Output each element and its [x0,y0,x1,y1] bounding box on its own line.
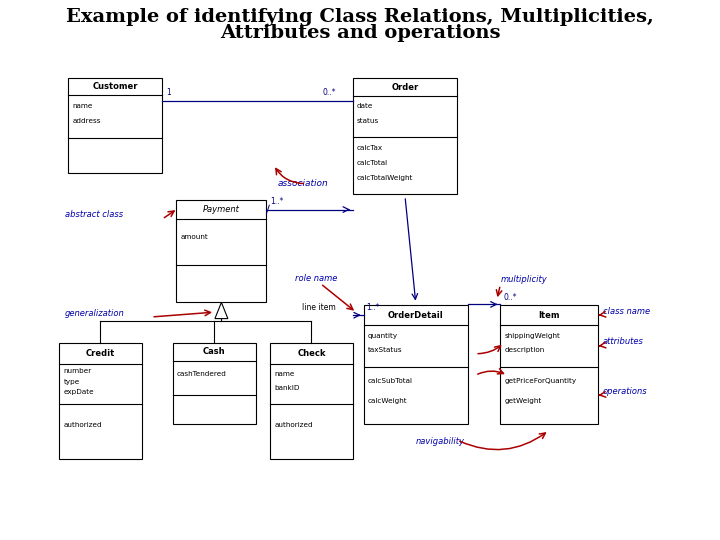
Text: calcSubTotal: calcSubTotal [368,378,413,384]
Bar [270,343,353,459]
Text: Credit: Credit [86,349,115,358]
Text: number: number [63,368,91,374]
Text: description: description [505,347,545,354]
Text: calcTotalWeight: calcTotalWeight [357,175,413,181]
Text: taxStatus: taxStatus [368,347,402,354]
Bar [176,200,266,302]
Text: calcTotal: calcTotal [357,160,388,166]
Bar [500,305,598,424]
Text: Customer: Customer [92,82,138,91]
Text: cashTendered: cashTendered [177,371,227,377]
Text: operations: operations [603,387,647,396]
Text: name: name [73,103,93,109]
Bar [353,78,457,194]
Text: line item: line item [302,303,336,312]
Bar [173,343,256,424]
Bar [364,305,468,424]
Text: getPriceForQuantity: getPriceForQuantity [505,378,577,384]
Text: OrderDetail: OrderDetail [388,310,444,320]
Text: bankID: bankID [274,385,300,391]
Text: authorized: authorized [274,422,313,428]
Text: name: name [274,371,294,377]
Text: class name: class name [603,307,649,315]
Text: Payment: Payment [203,205,240,214]
Text: role name: role name [295,274,338,283]
Text: Cash: Cash [203,347,225,356]
Bar [59,343,142,459]
Text: abstract class: abstract class [65,210,123,219]
Text: Check: Check [297,349,325,358]
Text: attributes: attributes [603,338,644,346]
Text: multiplicity: multiplicity [500,275,547,285]
Text: 1: 1 [166,89,171,97]
Text: status: status [357,118,379,124]
Text: generalization: generalization [65,309,125,318]
Text: type: type [63,379,80,384]
Text: Order: Order [392,83,418,91]
Text: Example of identifying Class Relations, Multiplicities,: Example of identifying Class Relations, … [66,8,654,26]
Text: 1..*: 1..* [270,197,284,206]
Text: amount: amount [181,234,209,240]
Text: authorized: authorized [63,422,102,428]
Text: association: association [277,179,328,188]
Text: calcTax: calcTax [357,145,383,151]
Text: quantity: quantity [368,333,398,339]
Text: Attributes and operations: Attributes and operations [220,24,500,42]
Text: 0..*: 0..* [503,293,517,301]
Text: date: date [357,103,374,109]
Text: shippingWeight: shippingWeight [505,333,561,339]
Text: 0..*: 0..* [323,89,336,97]
Text: Item: Item [539,310,559,320]
Text: 1..*: 1..* [366,303,379,312]
Bar [68,78,162,173]
Text: calcWeight: calcWeight [368,399,408,404]
Text: getWeight: getWeight [505,399,542,404]
Text: expDate: expDate [63,389,94,395]
Text: navigability: navigability [416,437,465,446]
Text: address: address [73,118,102,124]
